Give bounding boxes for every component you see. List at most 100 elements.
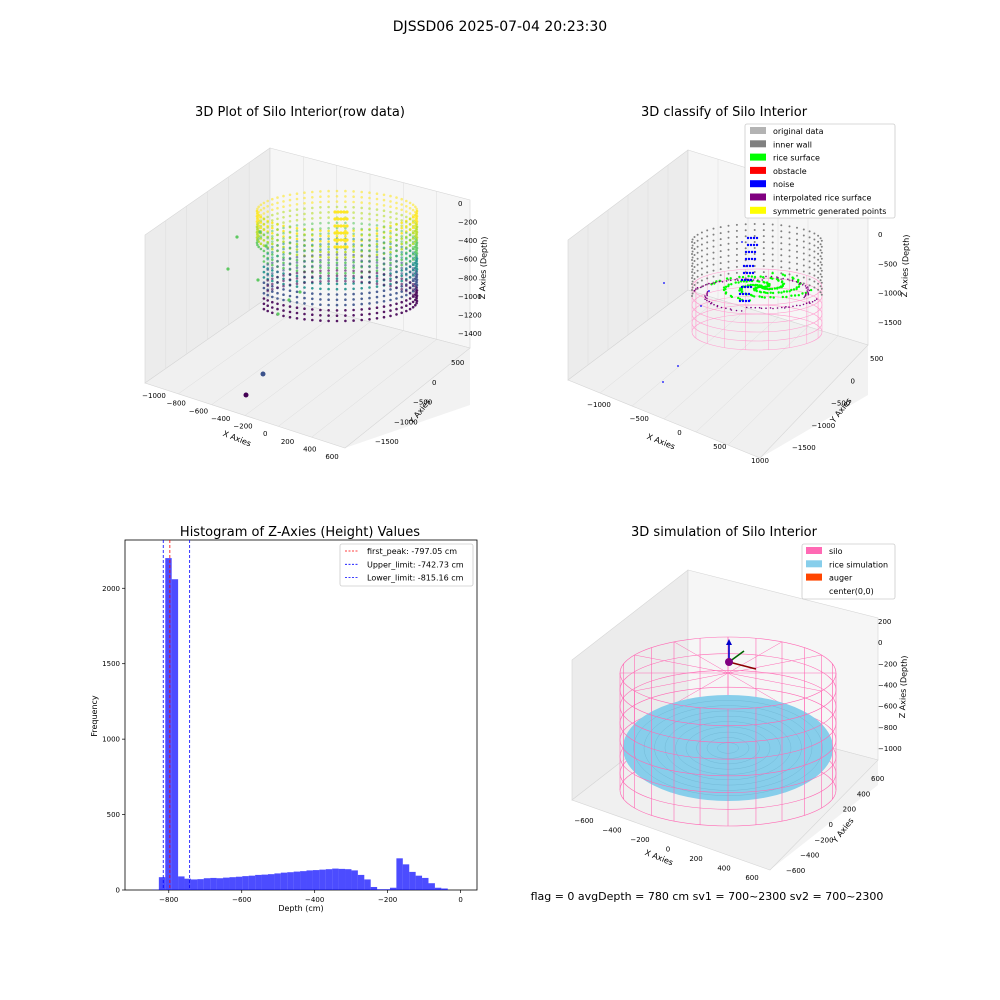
histogram-legend-label: first_peak: -797.05 cm	[367, 547, 457, 556]
simulation-y-tick: −600	[786, 867, 805, 875]
raw-x-tick: −800	[167, 400, 186, 408]
classify-x-tick: −500	[630, 415, 649, 423]
classify-legend-label: rice surface	[773, 154, 820, 163]
histogram-bar	[223, 877, 230, 890]
classify-x-tick: 500	[713, 443, 726, 451]
raw-y-tick: 500	[451, 359, 464, 367]
histogram-bar	[325, 869, 333, 890]
histogram-bar	[229, 877, 236, 890]
classify-legend-label: original data	[773, 127, 824, 136]
simulation-panel: 3D simulation of Silo Interior −600 −400 −…	[571, 525, 909, 882]
simulation-legend-label: silo	[829, 547, 843, 556]
simulation-legend-label: auger	[829, 574, 853, 583]
raw-z-tick: −600	[458, 256, 477, 264]
histogram-x-tick: 0	[458, 896, 462, 904]
classify-legend-label: noise	[773, 180, 794, 189]
raw-x-tick: −1000	[142, 392, 166, 400]
classify-z-tick: −1500	[878, 319, 902, 327]
classify-x-label: X Axies	[646, 432, 677, 451]
simulation-legend-swatch	[806, 573, 822, 581]
raw-x-tick: −600	[189, 407, 208, 415]
histogram-bar	[171, 579, 179, 890]
histogram-bar	[300, 871, 307, 890]
histogram-bars	[152, 558, 448, 890]
histogram-y-label: Frequency	[90, 695, 99, 737]
simulation-x-tick: 200	[689, 855, 702, 863]
simulation-z-tick: −200	[878, 660, 897, 668]
histogram-ticks: −800 −600 −400 −200 0 0 500 1000 1500 2000	[102, 585, 463, 904]
raw-y-tick: −1500	[375, 438, 399, 446]
raw-axes-box	[144, 147, 471, 449]
histogram-bar	[235, 876, 243, 890]
raw-x-tick: 200	[281, 438, 294, 446]
histogram-panel: Histogram of Z-Axies (Height) Values −80…	[90, 525, 478, 913]
figure-title: DJSSD06 2025-07-04 20:23:30	[393, 19, 607, 35]
histogram-bar	[255, 874, 262, 890]
histogram-bar	[402, 864, 410, 890]
raw-z-tick: −1000	[458, 293, 482, 301]
simulation-y-tick: 0	[829, 821, 833, 829]
simulation-y-tick: 400	[857, 790, 870, 798]
classify-z-tick: −500	[878, 260, 897, 268]
raw-y-tick: 0	[432, 379, 436, 387]
simulation-y-tick: 200	[843, 806, 856, 814]
histogram-bar	[422, 877, 429, 890]
histogram-bar	[351, 870, 358, 890]
raw-z-tick: −800	[458, 274, 477, 282]
classified-point-cloud	[662, 223, 823, 383]
classify-legend-swatch	[750, 153, 766, 161]
simulation-x-tick: 600	[745, 874, 758, 882]
histogram-bar	[319, 869, 326, 890]
histogram-reference-lines	[162, 540, 191, 890]
histogram-bar	[396, 858, 403, 890]
classify-legend-label: interpolated rice surface	[773, 194, 871, 203]
histogram-bar	[287, 872, 294, 890]
raw-z-tick: 0	[458, 200, 462, 208]
histogram-x-tick: −400	[305, 896, 324, 904]
histogram-bar	[377, 889, 384, 890]
histogram-bar	[332, 868, 339, 890]
histogram-bar	[345, 869, 352, 890]
simulation-y-tick: −200	[814, 836, 833, 844]
histogram-bar	[409, 871, 416, 890]
classify-z-tick: 0	[878, 231, 882, 239]
histogram-bar	[197, 879, 204, 890]
raw-y-tick: −500	[413, 399, 432, 407]
histogram-bar	[178, 876, 185, 890]
histogram-x-tick: −600	[232, 896, 251, 904]
histogram-bar	[261, 874, 268, 890]
histogram-bar	[434, 887, 442, 890]
simulation-x-tick: −400	[602, 827, 621, 835]
classify-y-tick: −500	[831, 400, 850, 408]
classify-legend-swatch	[750, 206, 766, 214]
simulation-y-label: Y Axies	[830, 816, 856, 845]
histogram-bar	[280, 872, 288, 890]
histogram-bar	[428, 883, 435, 890]
raw-panel-title: 3D Plot of Silo Interior(row data)	[195, 105, 405, 120]
histogram-bar	[383, 889, 390, 890]
histogram-bar	[370, 886, 378, 890]
classify-legend-label: symmetric generated points	[773, 207, 886, 216]
histogram-bar	[190, 879, 198, 890]
histogram-bar	[267, 874, 275, 890]
classify-x-tick: −1000	[587, 401, 611, 409]
simulation-y-tick: 600	[871, 775, 884, 783]
classify-legend-label: inner wall	[773, 140, 812, 149]
simulation-legend-swatch	[806, 560, 822, 568]
classify-z-label: Z Axies (Depth)	[900, 234, 911, 297]
classify-y-tick: 500	[870, 355, 883, 363]
simulation-legend-label: center(0,0)	[829, 587, 874, 596]
simulation-legend-label: rice simulation	[829, 560, 888, 569]
histogram-bar	[165, 558, 172, 890]
histogram-bar	[357, 874, 365, 890]
classify-panel: 3D classify of Silo Interior −1000 −500 0 5…	[567, 105, 911, 465]
simulation-panel-title: 3D simulation of Silo Interior	[631, 525, 818, 540]
raw-point-cloud	[226, 189, 419, 323]
simulation-z-tick: −800	[878, 724, 897, 732]
histogram-bar	[389, 887, 397, 890]
histogram-bar	[441, 888, 448, 890]
histogram-bar	[242, 876, 249, 890]
simulation-z-tick: −400	[878, 682, 897, 690]
raw-z-tick: −1200	[458, 311, 482, 319]
